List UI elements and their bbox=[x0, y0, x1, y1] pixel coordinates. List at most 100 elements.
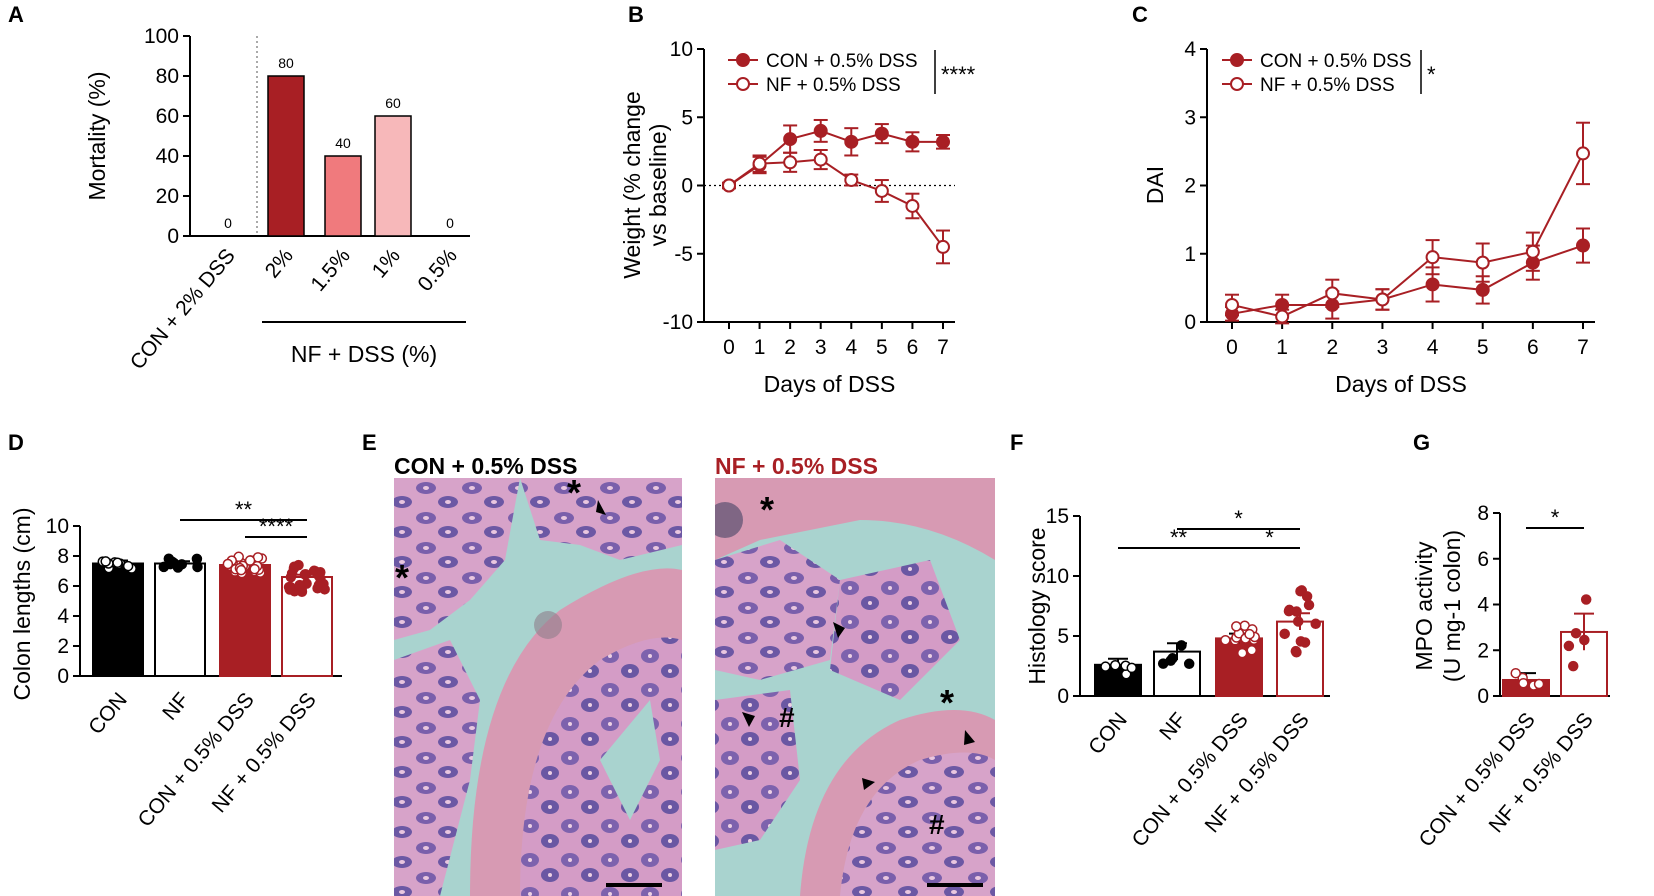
group-label: NF + DSS (%) bbox=[291, 341, 437, 367]
data-point bbox=[1275, 309, 1290, 324]
data-dot bbox=[286, 568, 298, 579]
data-dot bbox=[100, 556, 111, 567]
y-tick-label: 8 bbox=[57, 545, 69, 568]
series-line bbox=[1231, 244, 1584, 315]
y-tick-label: -10 bbox=[663, 311, 693, 334]
data-dot bbox=[1284, 604, 1295, 616]
y-tick-label: 2 bbox=[1184, 175, 1196, 198]
panel-label-a: A bbox=[8, 2, 24, 27]
bar bbox=[154, 562, 206, 677]
data-point bbox=[1325, 286, 1340, 301]
significance-label: **** bbox=[941, 62, 976, 87]
x-tick-label: 0 bbox=[1226, 336, 1238, 359]
data-dot bbox=[1567, 660, 1579, 672]
data-label: 0 bbox=[224, 215, 232, 231]
histology-right-title: NF + 0.5% DSS bbox=[715, 453, 878, 479]
x-tick-label: CON + 0.5% DSS bbox=[1128, 708, 1253, 851]
y-tick-label: 2 bbox=[57, 635, 69, 658]
data-dot bbox=[1570, 627, 1582, 639]
significance-label: * bbox=[1551, 505, 1560, 530]
data-point bbox=[905, 198, 920, 213]
significance-label: ** bbox=[1170, 525, 1188, 550]
histology-left-image bbox=[394, 478, 682, 896]
data-dot bbox=[168, 557, 180, 569]
annotation-asterisk: * bbox=[395, 557, 409, 598]
y-axis-label: Mortality (%) bbox=[84, 71, 110, 200]
data-dot bbox=[1110, 659, 1121, 671]
x-tick-label: 7 bbox=[937, 336, 949, 359]
y-tick-label: 0 bbox=[681, 175, 693, 198]
data-label: 60 bbox=[385, 95, 401, 111]
y-tick-label: 20 bbox=[156, 185, 179, 208]
histology-panel-e: CON + 0.5% DSS NF + 0.5% DSS * * * * bbox=[394, 453, 995, 896]
data-dot bbox=[313, 570, 325, 582]
data-point bbox=[813, 152, 828, 167]
data-dot bbox=[1580, 594, 1592, 605]
x-tick-label: 5 bbox=[1477, 336, 1489, 359]
x-tick-label: 3 bbox=[1377, 336, 1389, 359]
x-tick-label: 1.5% bbox=[306, 244, 354, 295]
significance-label: * bbox=[1427, 62, 1436, 87]
legend-label: NF + 0.5% DSS bbox=[766, 75, 901, 96]
y-tick-label: 80 bbox=[156, 65, 179, 88]
y-axis-label: Histology score bbox=[1024, 527, 1050, 684]
data-point bbox=[722, 178, 736, 193]
data-dot bbox=[1295, 586, 1306, 597]
x-axis-label: Days of DSS bbox=[1335, 371, 1467, 397]
significance-label: **** bbox=[259, 514, 294, 539]
y-axis-label: Colon lengths (cm) bbox=[9, 507, 35, 700]
legend-marker bbox=[1230, 53, 1244, 67]
data-dot bbox=[1563, 640, 1575, 652]
data-point bbox=[783, 132, 798, 147]
arrowhead-icon bbox=[596, 500, 606, 515]
significance-label: ** bbox=[235, 497, 253, 522]
y-tick-label: 4 bbox=[57, 605, 69, 628]
data-dot bbox=[1183, 658, 1195, 670]
x-tick-label: 5 bbox=[876, 336, 888, 359]
data-dot bbox=[1510, 667, 1521, 679]
y-axis-label: vs baseline) bbox=[645, 124, 671, 247]
data-dot bbox=[1244, 628, 1255, 640]
y-tick-label: 10 bbox=[46, 515, 69, 538]
legend-label: CON + 0.5% DSS bbox=[1260, 51, 1412, 72]
histology-left-title: CON + 0.5% DSS bbox=[394, 453, 577, 479]
x-tick-label: CON bbox=[1084, 708, 1132, 759]
y-tick-label: 2 bbox=[1477, 639, 1489, 662]
data-point bbox=[936, 239, 950, 254]
data-point bbox=[844, 134, 859, 149]
data-point bbox=[874, 183, 889, 198]
y-tick-label: 5 bbox=[681, 106, 693, 129]
x-tick-label: 2 bbox=[784, 336, 796, 359]
x-tick-label: NF bbox=[1155, 708, 1191, 744]
data-dot bbox=[1236, 647, 1248, 659]
data-point bbox=[1525, 244, 1540, 259]
x-tick-label: NF + 0.5% DSS bbox=[1485, 708, 1598, 837]
x-tick-label: 1% bbox=[368, 244, 405, 282]
data-point bbox=[936, 134, 950, 149]
annotation-hash: # bbox=[779, 702, 795, 733]
bar bbox=[92, 562, 144, 677]
legend-marker bbox=[736, 53, 750, 67]
data-dot bbox=[122, 560, 134, 572]
y-tick-label: 1 bbox=[1184, 243, 1196, 266]
panel-label-d: D bbox=[8, 430, 24, 455]
annotation-asterisk: * bbox=[760, 489, 774, 530]
y-tick-label: 10 bbox=[1046, 565, 1069, 588]
data-dot bbox=[235, 564, 247, 576]
x-tick-label: 0 bbox=[723, 336, 735, 359]
x-tick-label: NF + 0.5% DSS bbox=[1201, 708, 1314, 837]
data-point bbox=[905, 134, 920, 149]
data-dot bbox=[1518, 677, 1529, 689]
y-tick-label: 0 bbox=[1057, 685, 1069, 708]
legend-marker bbox=[1230, 77, 1244, 91]
y-tick-label: 6 bbox=[1477, 548, 1489, 571]
data-dot bbox=[249, 563, 260, 575]
x-tick-label: 1 bbox=[754, 336, 766, 359]
data-dot bbox=[1533, 678, 1545, 690]
arrowhead-icon bbox=[833, 622, 845, 638]
data-dot bbox=[1279, 628, 1290, 640]
y-tick-label: 5 bbox=[1057, 625, 1069, 648]
panel-label-b: B bbox=[628, 2, 644, 27]
